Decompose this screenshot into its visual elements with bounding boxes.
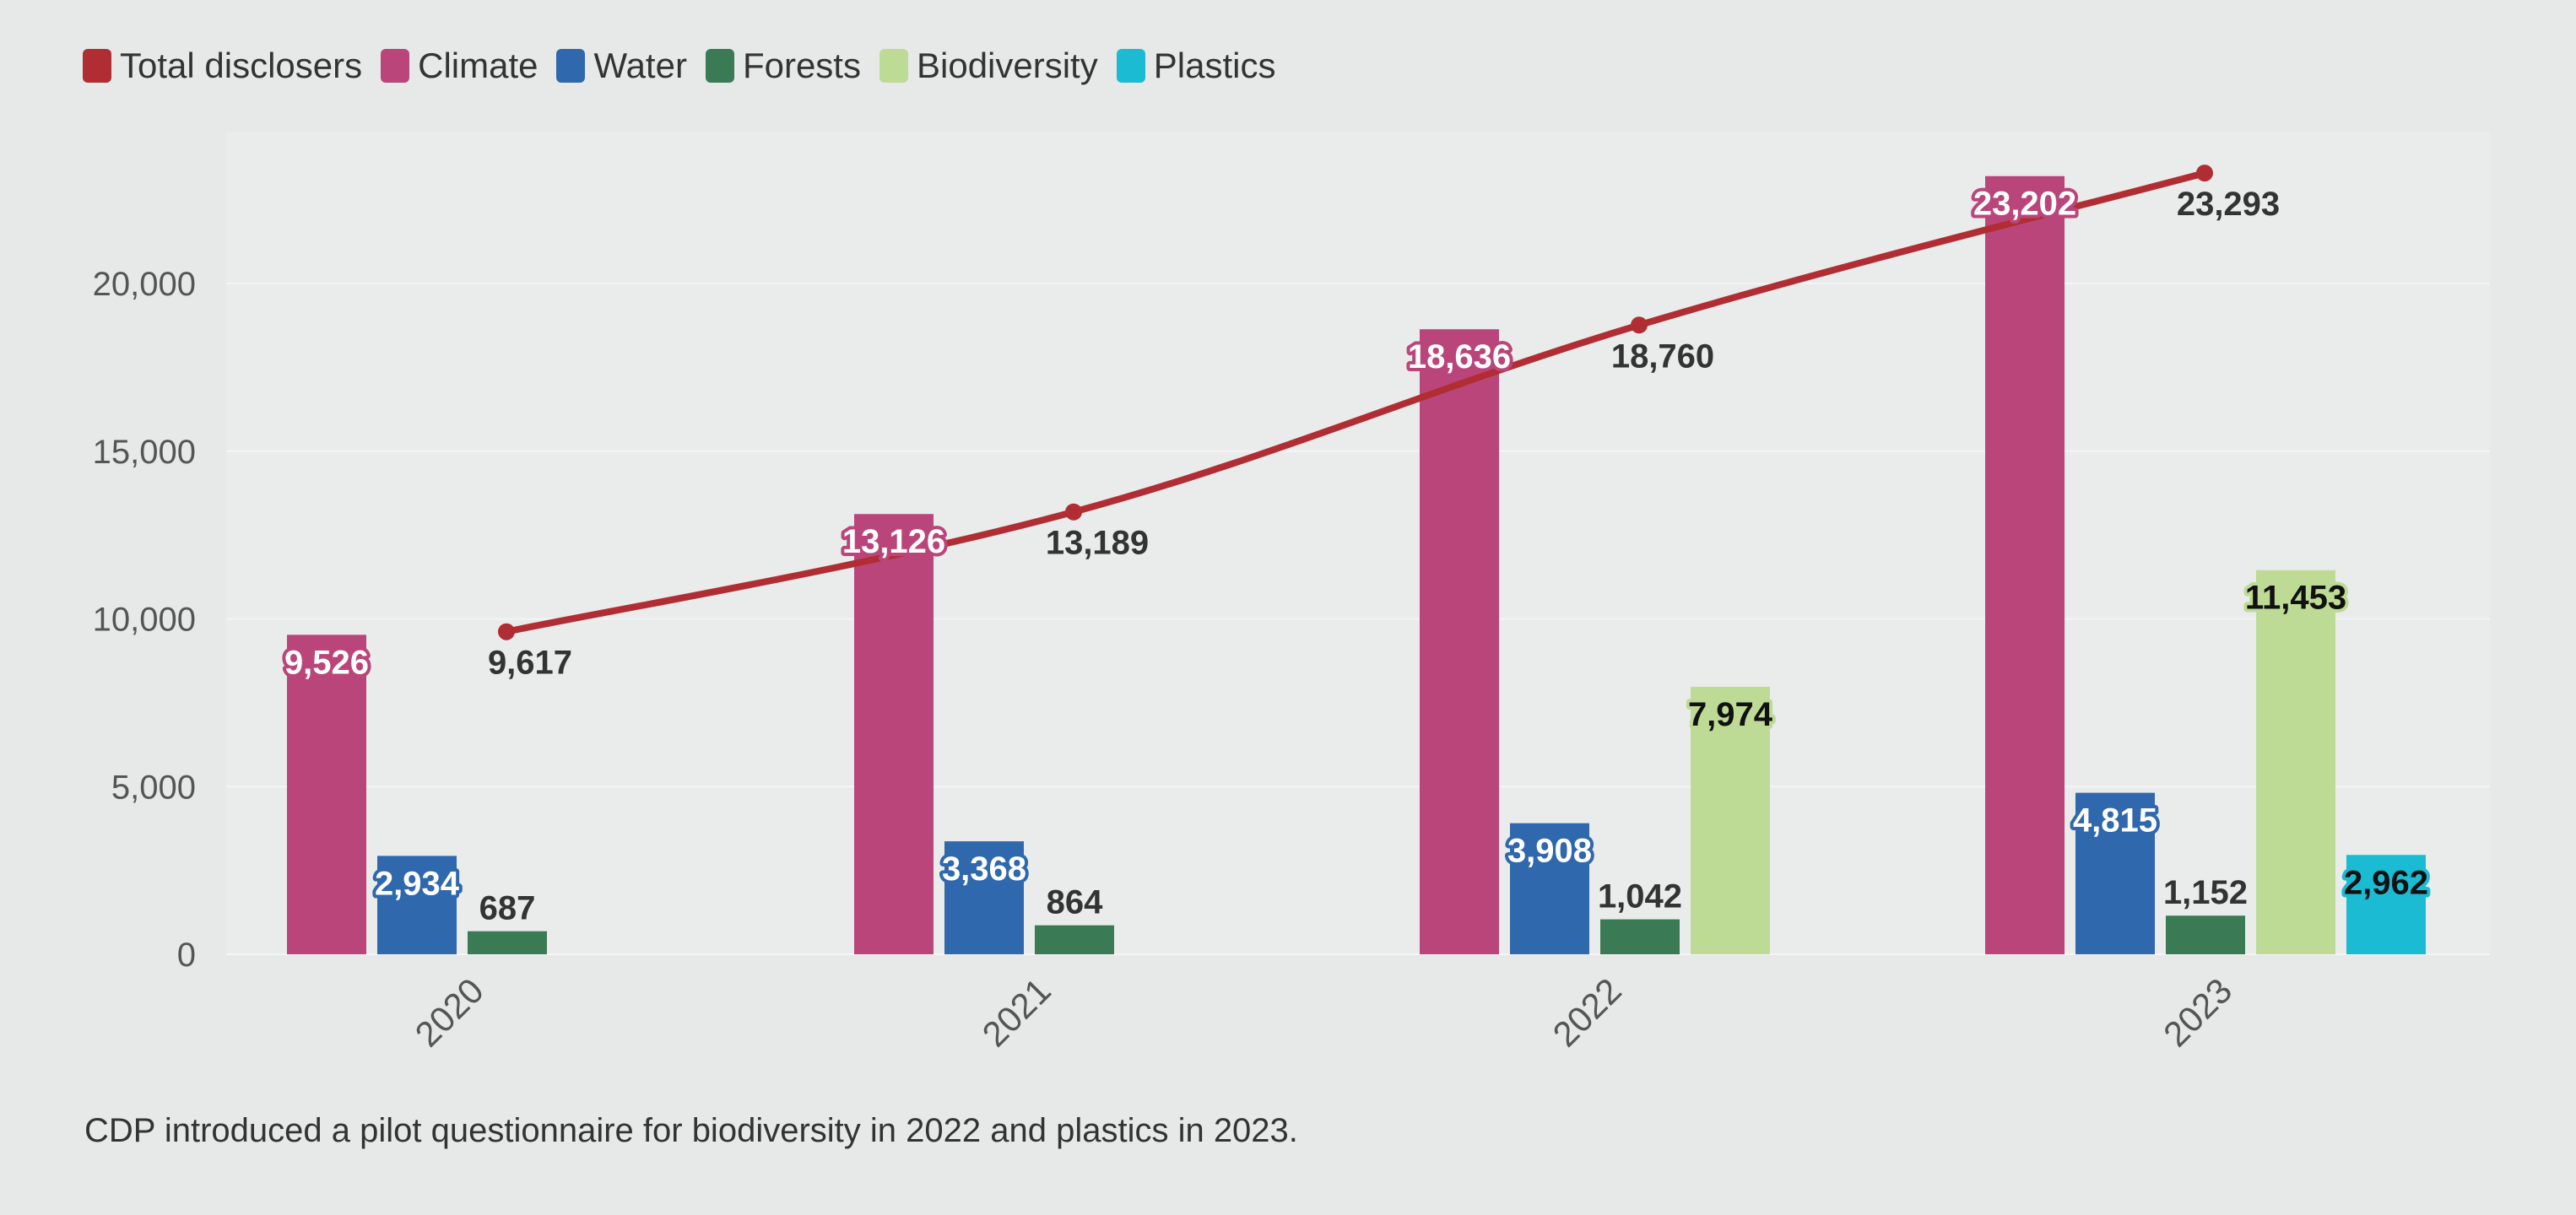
legend-label: Forests [742, 46, 861, 85]
bar-forests-2021 [1035, 925, 1114, 954]
x-tick-label: 2023 [2156, 970, 2239, 1054]
legend-item-climate[interactable]: Climate [381, 46, 538, 86]
data-label-total-disclosers: 9,617 [488, 645, 572, 682]
data-label-total-disclosers: 18,760 [1611, 338, 1714, 375]
legend-swatch [83, 49, 111, 83]
legend-swatch [705, 49, 734, 83]
legend-item-plastics[interactable]: Plastics [1116, 46, 1276, 86]
data-label-climate: 18,636 [1408, 338, 1511, 375]
data-label-forests: 1,042 [1598, 878, 1682, 915]
x-tick-label: 2020 [408, 970, 491, 1054]
bar-biodiversity-2023 [2256, 570, 2335, 954]
y-tick-label: 10,000 [93, 602, 196, 639]
bar-water-2021 [944, 841, 1024, 954]
bar-line-chart: 0 5,000 10,000 15,000 20,000 2020 2021 2022 2023… [92, 165, 2490, 1055]
data-label-water: 4,815 [2073, 802, 2157, 840]
legend-item-forests[interactable]: Forests [705, 46, 861, 86]
data-label-plastics: 2,962 [2344, 864, 2428, 901]
bar-climate-2020 [287, 634, 366, 954]
legend-item-biodiversity[interactable]: Biodiversity [879, 46, 1098, 86]
data-label-biodiversity: 7,974 [1688, 696, 1773, 733]
x-tick-label: 2022 [1545, 970, 1629, 1054]
data-label-climate: 9,526 [284, 644, 369, 681]
point-total-disclosers-2023 [2196, 165, 2213, 182]
bar-biodiversity-2022 [1691, 687, 1770, 954]
data-label-climate: 13,126 [842, 523, 945, 560]
bar-forests-2023 [2166, 915, 2245, 954]
data-label-water: 2,934 [375, 865, 460, 902]
bar-forests-2020 [468, 931, 547, 954]
legend-item-total-disclosers[interactable]: Total disclosers [83, 46, 362, 86]
bar-water-2020 [377, 856, 457, 954]
point-total-disclosers-2022 [1631, 316, 1648, 334]
legend-swatch [1116, 49, 1145, 83]
legend-item-water[interactable]: Water [556, 46, 687, 86]
chart-legend: Total disclosers Climate Water Forests Biodi… [83, 46, 1294, 86]
legend-swatch [556, 49, 586, 83]
bar-water-2022 [1510, 823, 1589, 954]
bar-water-2023 [2075, 792, 2155, 954]
legend-label: Climate [418, 46, 538, 85]
legend-label: Plastics [1153, 46, 1276, 85]
point-total-disclosers-2021 [1065, 503, 1082, 521]
y-tick-label: 15,000 [93, 434, 196, 471]
bar-forests-2022 [1600, 919, 1680, 954]
line-total-disclosers [503, 170, 2208, 635]
data-label-forests: 1,152 [2163, 874, 2248, 911]
data-label-water: 3,368 [942, 850, 1026, 888]
y-tick-label: 20,000 [93, 266, 196, 303]
legend-label: Biodiversity [916, 46, 1098, 85]
bar-climate-2022 [1420, 329, 1499, 954]
bar-climate-2021 [854, 514, 934, 954]
y-tick-label: 5,000 [111, 769, 196, 806]
legend-label: Total disclosers [120, 46, 363, 85]
data-label-forests: 687 [479, 890, 536, 927]
legend-label: Water [593, 46, 687, 85]
data-label-water: 3,908 [1507, 833, 1592, 870]
y-tick-label: 0 [177, 937, 196, 974]
chart-footnote: CDP introduced a pilot questionnaire for… [84, 1112, 1298, 1149]
data-label-climate: 23,202 [1973, 186, 2076, 223]
point-total-disclosers-2020 [498, 623, 515, 640]
data-label-total-disclosers: 13,189 [1046, 525, 1149, 562]
data-label-forests: 864 [1047, 884, 1103, 921]
bar-plastics-2023 [2346, 855, 2426, 954]
data-label-biodiversity: 11,453 [2245, 580, 2346, 617]
data-label-total-disclosers: 23,293 [2177, 186, 2280, 223]
legend-swatch [879, 49, 908, 83]
bar-climate-2023 [1985, 176, 2065, 954]
legend-swatch [381, 49, 410, 83]
x-tick-label: 2021 [975, 970, 1058, 1054]
